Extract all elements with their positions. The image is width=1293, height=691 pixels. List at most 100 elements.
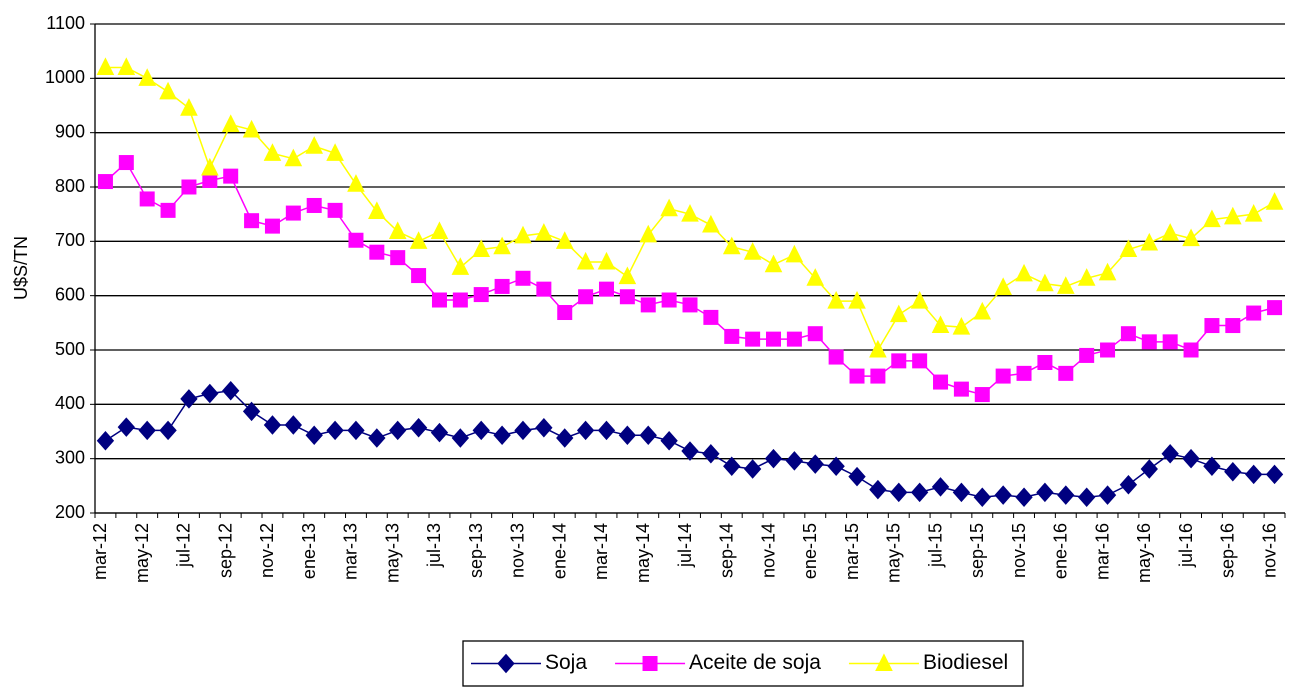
data-point xyxy=(202,172,218,188)
data-point xyxy=(639,224,658,243)
data-point xyxy=(223,168,239,184)
data-point xyxy=(118,155,134,171)
data-point xyxy=(159,81,177,100)
data-point xyxy=(578,289,594,305)
data-point xyxy=(1162,334,1178,350)
data-point xyxy=(1016,365,1032,381)
data-point xyxy=(138,68,157,86)
data-point xyxy=(722,236,741,255)
data-point xyxy=(827,290,845,309)
data-point xyxy=(618,266,637,285)
data-point xyxy=(681,441,699,461)
data-point xyxy=(472,420,490,441)
data-point xyxy=(1246,305,1262,321)
x-tick-label: sep-13 xyxy=(466,523,486,578)
legend-box xyxy=(462,640,1024,687)
y-axis-label: U$S/TN xyxy=(11,236,31,300)
y-tick-label: 800 xyxy=(55,176,85,196)
data-point xyxy=(889,304,908,323)
data-point xyxy=(785,244,804,263)
data-point xyxy=(933,374,949,390)
data-point xyxy=(848,466,866,487)
data-point xyxy=(952,317,971,335)
x-tick-label: mar-15 xyxy=(842,523,862,580)
data-point xyxy=(556,428,574,448)
data-point xyxy=(1183,342,1199,358)
x-tick-label: mar-12 xyxy=(90,523,110,580)
y-tick-label: 600 xyxy=(55,284,85,304)
data-point xyxy=(849,368,865,384)
data-point xyxy=(618,425,637,446)
data-point xyxy=(745,331,761,347)
data-point xyxy=(1203,456,1221,477)
data-point xyxy=(1078,487,1096,507)
data-point xyxy=(389,420,407,441)
data-point xyxy=(786,331,802,347)
data-point xyxy=(1161,444,1179,464)
data-point xyxy=(557,305,573,321)
data-point xyxy=(430,221,449,240)
data-point xyxy=(515,270,531,286)
data-point xyxy=(1056,276,1075,294)
x-tick-label: sep-12 xyxy=(215,523,235,578)
y-tick-label: 200 xyxy=(55,502,85,522)
y-tick-label: 1000 xyxy=(45,67,85,87)
data-point xyxy=(931,315,950,334)
data-point xyxy=(661,292,677,308)
data-point xyxy=(409,417,428,438)
data-point xyxy=(973,301,992,320)
data-point xyxy=(640,297,656,313)
data-point xyxy=(1225,318,1241,334)
data-point xyxy=(159,420,177,441)
data-point xyxy=(891,353,907,369)
y-tick-label: 900 xyxy=(55,121,85,141)
x-tick-label: may-16 xyxy=(1134,523,1154,583)
data-point xyxy=(326,143,344,161)
x-tick-label: ene-14 xyxy=(549,523,569,579)
x-tick-label: may-12 xyxy=(132,523,152,583)
data-point xyxy=(766,331,782,347)
data-point xyxy=(912,353,928,369)
data-point xyxy=(995,368,1011,384)
data-point xyxy=(221,114,240,133)
data-point xyxy=(1244,204,1263,222)
data-point xyxy=(263,143,282,161)
data-point xyxy=(1015,263,1033,282)
data-point xyxy=(723,456,741,477)
data-point xyxy=(117,57,136,75)
x-tick-label: sep-16 xyxy=(1218,523,1238,578)
data-point xyxy=(1100,342,1116,358)
data-point xyxy=(848,290,866,309)
data-point xyxy=(1161,223,1179,241)
data-point xyxy=(244,213,260,229)
data-point xyxy=(97,174,113,190)
legend-label: Biodiesel xyxy=(923,651,1008,674)
x-tick-label: ene-15 xyxy=(800,523,820,579)
data-point xyxy=(493,425,511,446)
data-point xyxy=(1204,318,1220,334)
data-point xyxy=(1140,459,1158,479)
data-point xyxy=(514,420,532,441)
x-tick-label: nov-14 xyxy=(758,523,778,578)
data-point xyxy=(1058,365,1074,381)
data-point xyxy=(1036,273,1054,292)
data-point xyxy=(1098,485,1117,505)
data-point xyxy=(284,415,303,435)
series-line xyxy=(104,161,1275,396)
data-point xyxy=(411,268,427,284)
y-tick-label: 300 xyxy=(55,447,85,467)
data-point xyxy=(264,218,280,234)
data-point xyxy=(1182,448,1200,469)
data-point xyxy=(639,425,657,446)
data-point xyxy=(285,205,301,221)
x-tick-label: may-14 xyxy=(633,523,653,583)
data-point xyxy=(306,197,322,213)
data-point xyxy=(931,477,950,497)
data-point xyxy=(431,292,447,308)
data-point xyxy=(1079,347,1095,363)
data-point xyxy=(764,448,783,469)
data-point xyxy=(1015,487,1033,507)
y-tick-label: 500 xyxy=(55,339,85,359)
data-point xyxy=(1265,192,1284,210)
data-point xyxy=(388,221,407,240)
